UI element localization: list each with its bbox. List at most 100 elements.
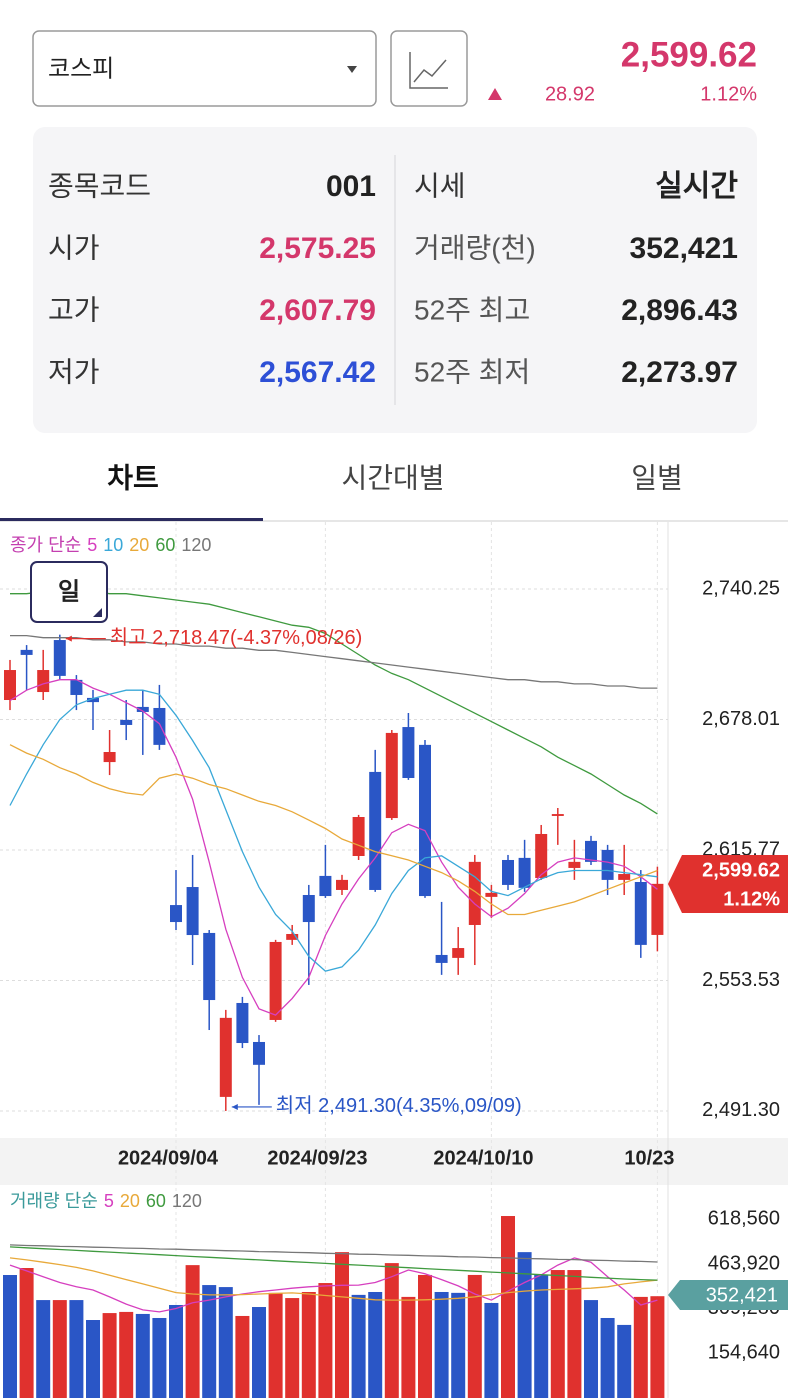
market-name: 코스피 xyxy=(48,55,114,82)
price-change: 28.92 xyxy=(545,83,595,105)
ma-line xyxy=(10,634,658,689)
candle-body xyxy=(269,941,282,1020)
volume-bar xyxy=(384,1263,399,1398)
ma-line xyxy=(9,689,658,972)
badge-pct: 1.12% xyxy=(723,888,780,910)
y-tick-label: 2,740.25 xyxy=(702,577,780,599)
candle-body xyxy=(502,859,514,885)
volume-bar xyxy=(534,1274,549,1398)
volume-bar xyxy=(484,1302,499,1398)
info-value: 2,567.42 xyxy=(259,356,376,389)
volume-bar xyxy=(152,1317,167,1398)
ma-line xyxy=(9,1244,658,1263)
candle-body xyxy=(103,752,116,763)
volume-bar xyxy=(202,1285,217,1398)
candle-body xyxy=(601,849,614,880)
candle-body xyxy=(419,744,431,897)
candle-body xyxy=(452,948,465,958)
info-value: 2,607.79 xyxy=(259,294,376,327)
volume-bar xyxy=(285,1298,300,1398)
info-label: 저가 xyxy=(48,356,100,387)
volume-bar xyxy=(617,1324,632,1398)
info-value: 실시간 xyxy=(655,170,738,203)
ma-line xyxy=(9,679,658,1016)
y-tick-label: 154,640 xyxy=(708,1342,780,1364)
candle-body xyxy=(352,817,365,856)
volume-bar xyxy=(351,1294,366,1398)
volume-bar xyxy=(3,1275,17,1398)
candle-body xyxy=(435,954,448,963)
candle-body xyxy=(120,719,133,725)
ma-line xyxy=(9,1257,658,1313)
candle-body xyxy=(618,874,631,880)
candle-body xyxy=(369,771,382,890)
legend-entry: 20 xyxy=(120,1191,140,1211)
volume-bar xyxy=(451,1292,466,1398)
tab[interactable]: 일별 xyxy=(631,462,683,493)
volume-bar xyxy=(335,1252,349,1398)
info-rows: 종목코드 001 시가 2,575.25 고가 2,607.79 저가 2,567.42 시세 실… xyxy=(48,170,738,389)
tab[interactable]: 시간대별 xyxy=(341,462,444,493)
chart-button[interactable] xyxy=(390,30,468,107)
candle-body xyxy=(518,857,531,888)
info-label: 거래량(천) xyxy=(414,232,536,263)
legend-entry: 120 xyxy=(172,1191,202,1211)
chart-icon xyxy=(409,52,448,89)
annotation: 최고 2,718.47(-4.37%,08/26) xyxy=(110,626,363,649)
y-tick-label: 618,560 xyxy=(708,1208,780,1230)
volume-bar xyxy=(600,1317,615,1398)
volume-bars xyxy=(3,1216,665,1398)
x-axis-band xyxy=(0,1138,788,1185)
price-chart: 2,740.25 2,678.01 2,615.77 2,553.53 2,491.30… xyxy=(0,522,780,1398)
info-value: 352,421 xyxy=(630,232,738,265)
candle-body xyxy=(568,861,581,868)
volume-bar xyxy=(185,1265,200,1398)
info-label: 고가 xyxy=(48,294,100,325)
y-tick-label: 2,678.01 xyxy=(702,708,780,730)
ma-line xyxy=(9,744,658,916)
candle-body xyxy=(20,649,33,655)
legend-entry: 120 xyxy=(181,535,211,555)
volume-bar xyxy=(135,1313,150,1398)
legend-entry: 5 xyxy=(87,535,97,555)
volume-bar xyxy=(169,1304,183,1398)
candle-body xyxy=(186,887,199,936)
candle-body xyxy=(319,875,332,897)
volume-bar xyxy=(235,1315,250,1398)
candle-body xyxy=(236,1002,249,1044)
volume-bar xyxy=(584,1300,598,1398)
period-corner xyxy=(93,608,102,617)
tabs: 차트 시간대별 일별 xyxy=(107,462,683,493)
candle-body xyxy=(219,1017,232,1097)
legend-entry: 60 xyxy=(146,1191,166,1211)
candle-body xyxy=(286,933,299,940)
volume-bar xyxy=(102,1313,117,1398)
period-button[interactable] xyxy=(30,561,108,623)
info-label: 시가 xyxy=(48,232,100,263)
info-label: 시세 xyxy=(414,170,466,201)
x-tick-label: 2024/09/23 xyxy=(267,1147,367,1169)
ma-line xyxy=(9,1257,658,1301)
candle-body xyxy=(203,932,216,1001)
volume-bar xyxy=(550,1270,565,1398)
volume-badge xyxy=(668,1280,788,1310)
candle-body xyxy=(651,883,664,935)
candle-body xyxy=(87,697,99,703)
candle-body xyxy=(535,833,548,879)
dropdown-arrow xyxy=(347,66,357,73)
volume-bar xyxy=(86,1320,100,1398)
candle-body xyxy=(585,840,597,862)
candle-body xyxy=(4,670,16,701)
price-change-pct: 1.12% xyxy=(700,83,757,105)
volume-bar xyxy=(119,1311,134,1398)
market-select[interactable] xyxy=(32,30,377,107)
badge-volume: 352,421 xyxy=(706,1284,778,1306)
candle-body xyxy=(336,879,348,890)
annotation-head xyxy=(65,635,72,642)
candle-body xyxy=(37,670,50,693)
current-price: 2,599.62 xyxy=(621,35,757,74)
info-value: 001 xyxy=(326,170,376,203)
volume-bar xyxy=(301,1291,316,1398)
tab[interactable]: 차트 xyxy=(107,462,159,493)
